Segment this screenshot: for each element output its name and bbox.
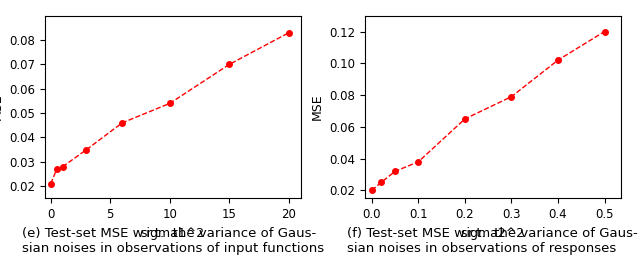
- Text: (e) Test-set MSE w.r.t.  the variance of Gaus-
sian noises in observations of in: (e) Test-set MSE w.r.t. the variance of …: [22, 227, 324, 255]
- Text: (f) Test-set MSE w.r.t.  the variance of Gaus-
sian noises in observations of re: (f) Test-set MSE w.r.t. the variance of …: [348, 227, 638, 255]
- X-axis label: sigma1^2: sigma1^2: [141, 227, 205, 240]
- Y-axis label: MSE: MSE: [0, 94, 4, 120]
- Y-axis label: MSE: MSE: [310, 94, 323, 120]
- X-axis label: sigma2^2: sigma2^2: [461, 227, 525, 240]
